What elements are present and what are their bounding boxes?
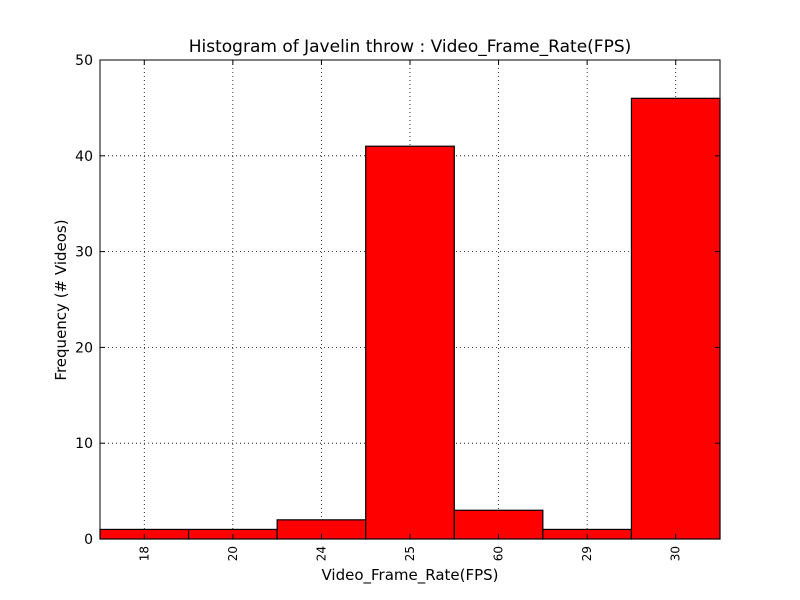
bar-25 bbox=[365, 145, 455, 540]
bar-30 bbox=[630, 97, 721, 540]
y-tick-label: 50 bbox=[75, 53, 93, 69]
x-tick-label: 18 bbox=[137, 546, 151, 561]
y-tick-label: 40 bbox=[75, 149, 93, 165]
x-tick-label: 30 bbox=[669, 546, 683, 561]
x-tick-label: 20 bbox=[226, 546, 240, 561]
y-tick-label: 10 bbox=[75, 436, 93, 452]
grid bbox=[100, 60, 720, 539]
y-tick-labels: 0 10 20 30 40 50 bbox=[75, 53, 93, 548]
x-tick-label: 60 bbox=[492, 546, 506, 561]
y-tick-label: 30 bbox=[75, 245, 93, 261]
y-tick-label: 0 bbox=[84, 532, 93, 548]
chart-title: Histogram of Javelin throw : Video_Frame… bbox=[189, 37, 632, 57]
x-tick-labels: 18 20 24 25 60 29 30 bbox=[137, 546, 682, 561]
y-tick-label: 20 bbox=[75, 340, 93, 356]
y-axis-label: Frequency (# Videos) bbox=[52, 219, 70, 380]
x-tick-label: 24 bbox=[314, 546, 328, 561]
x-tick-label: 25 bbox=[403, 546, 417, 561]
x-tick-label: 29 bbox=[580, 546, 594, 561]
x-axis-label: Video_Frame_Rate(FPS) bbox=[321, 566, 498, 585]
ticks bbox=[100, 59, 720, 540]
bars bbox=[99, 97, 721, 540]
